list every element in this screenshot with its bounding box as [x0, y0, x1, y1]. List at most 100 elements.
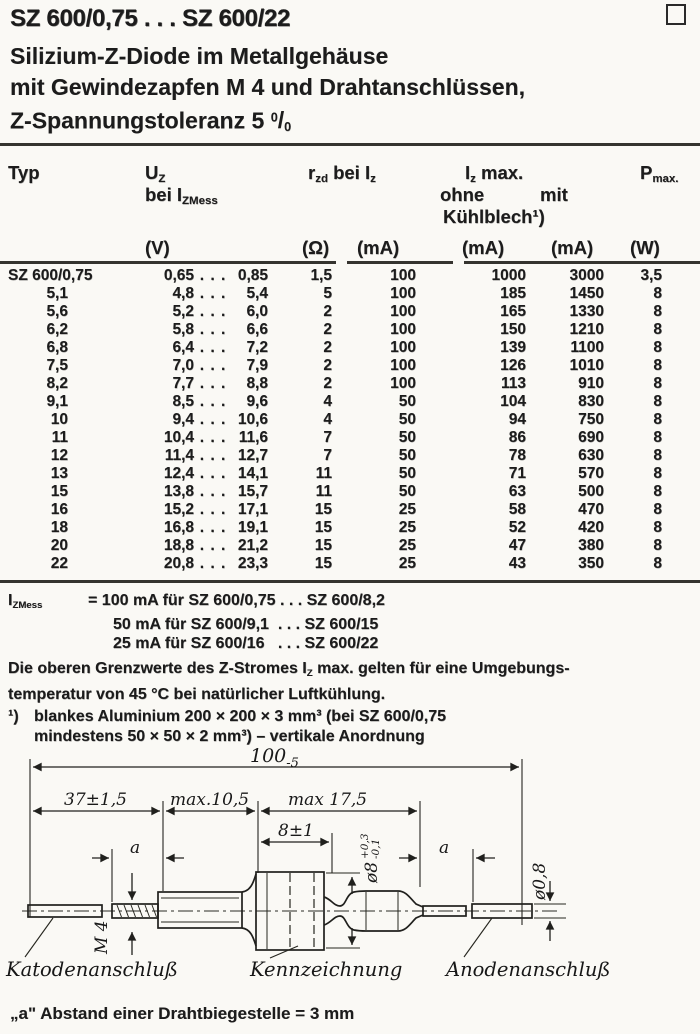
cell-range-dots: . . .: [199, 375, 227, 392]
col-header-ohne: ohne: [440, 184, 485, 205]
cell-typ: 18: [50, 519, 68, 536]
cell-pmax: 8: [653, 321, 662, 338]
cell-pmax: 8: [653, 375, 662, 392]
bend-distance-note: „a" Abstand einer Drahtbiegestelle = 3 m…: [10, 1004, 355, 1023]
cell-rzd: 2: [323, 303, 332, 320]
footnote-1-body: blankes Aluminium 200 × 200 × 3 mm³ (bei…: [34, 707, 447, 745]
dim-band-width: 8±1: [278, 821, 314, 841]
cell-rzd: 15: [314, 519, 332, 536]
cell-izmax-mit: 1330: [569, 303, 604, 320]
cell-izmax-ohne: 58: [508, 501, 526, 518]
cell-range-dots: . . .: [199, 483, 227, 500]
cell-iz: 25: [398, 537, 416, 554]
dim-a-left: a: [130, 838, 140, 858]
unit-ohm: (Ω): [302, 237, 330, 258]
cell-izmax-ohne: 52: [508, 519, 526, 536]
cell-uz-min: 9,4: [172, 411, 194, 428]
cell-range-dots: . . .: [199, 357, 227, 374]
cell-iz: 25: [398, 555, 416, 572]
cell-uz-min: 6,4: [172, 339, 194, 356]
table-header: Typ UZ bei IZMess rzd bei Iz Iz max. Pma…: [0, 150, 700, 260]
percent-denominator: 0: [284, 120, 292, 135]
cell-izmax-mit: 380: [578, 537, 604, 554]
cell-uz-min: 7,7: [172, 375, 194, 392]
cell-izmax-mit: 420: [578, 519, 604, 536]
cell-typ: 6,2: [46, 321, 68, 338]
cell-typ: 9,1: [46, 393, 68, 410]
cell-pmax: 8: [653, 303, 662, 320]
cell-rzd: 1,5: [310, 267, 332, 284]
cell-uz-min: 13,8: [163, 483, 194, 500]
cell-uz-max: 14,1: [237, 465, 268, 482]
cell-izmax-mit: 350: [578, 555, 604, 572]
izmess-value-1: 100 mA für SZ 600/0,75 . . . SZ 600/8,2: [101, 592, 385, 609]
table-row: 10 9,4 . . . 10,6 4 50 94 750 8: [8, 411, 692, 429]
cell-izmax-mit: 1450: [569, 285, 604, 302]
cell-range-dots: . . .: [199, 411, 227, 428]
cell-uz-max: 11,6: [238, 429, 268, 446]
cell-rzd: 15: [314, 537, 332, 554]
cell-izmax-ohne: 1000: [491, 267, 526, 284]
tolerance-text: Z-Spannungstoleranz 5: [10, 107, 265, 134]
cell-rzd: 2: [323, 357, 332, 374]
unit-ma-3: (mA): [551, 237, 594, 258]
col-header-uz: UZ: [145, 162, 166, 186]
table-row: 9,1 8,5 . . . 9,6 4 50 104 830 8: [8, 393, 692, 411]
cell-typ: 11: [51, 429, 68, 446]
cell-uz-min: 10,4: [163, 429, 194, 446]
cell-uz-min: 11,4: [164, 447, 194, 464]
table-row: 12 11,4 . . . 12,7 7 50 78 630 8: [8, 447, 692, 465]
page-title: SZ 600/0,75 . . . SZ 600/22: [10, 5, 291, 32]
cell-range-dots: . . .: [199, 393, 227, 410]
spec-table: SZ 600/0,75 0,65 . . . 0,85 1,5 100 1000…: [8, 267, 692, 573]
cell-rzd: 7: [323, 447, 332, 464]
footnotes: IZMess = 100 mA für SZ 600/0,75 . . . SZ …: [8, 591, 696, 747]
cell-range-dots: . . .: [199, 555, 227, 572]
cell-uz-min: 8,5: [172, 393, 194, 410]
masthead: SZ 600/0,75 . . . SZ 600/22 Silizium-Z-D…: [10, 4, 690, 143]
cell-izmax-ohne: 113: [500, 375, 526, 392]
dim-a-right: a: [439, 838, 449, 858]
cell-uz-max: 19,1: [237, 519, 268, 536]
cell-uz-max: 15,7: [237, 483, 268, 500]
anode-inner-wire: [422, 905, 467, 917]
table-row: 5,1 4,8 . . . 5,4 5 100 185 1450 8: [8, 285, 692, 303]
anode-label: Anodenanschluß: [444, 958, 610, 981]
dim-lead-length: 37±1,5: [64, 790, 127, 810]
table-row: SZ 600/0,75 0,65 . . . 0,85 1,5 100 1000…: [8, 267, 692, 285]
anode-lead-wire: [471, 903, 533, 919]
cell-pmax: 8: [653, 411, 662, 428]
col-header-izmax: Iz max.: [465, 162, 524, 186]
cell-range-dots: . . .: [199, 465, 227, 482]
flare-bottom: [241, 927, 257, 947]
cell-range-dots: . . .: [199, 339, 227, 356]
extension-lines: [29, 759, 566, 949]
cell-iz: 100: [390, 321, 416, 338]
footnote-marker: ¹): [8, 707, 19, 725]
cell-izmax-ohne: 43: [508, 555, 526, 572]
cell-izmax-mit: 3000: [569, 267, 604, 284]
dim-body-length: max 17,5: [288, 790, 367, 810]
cell-izmax-ohne: 126: [500, 357, 526, 374]
cell-uz-max: 23,3: [237, 555, 268, 572]
table-row: 7,5 7,0 . . . 7,9 2 100 126 1010 8: [8, 357, 692, 375]
table-row: 22 20,8 . . . 23,3 15 25 43 350 8: [8, 555, 692, 573]
cell-range-dots: . . .: [199, 303, 227, 320]
cell-pmax: 8: [653, 519, 662, 536]
cell-iz: 100: [390, 375, 416, 392]
cell-rzd: 11: [315, 483, 332, 500]
cell-iz: 100: [390, 303, 416, 320]
cell-uz-max: 9,6: [246, 393, 268, 410]
cell-range-dots: . . .: [199, 285, 227, 302]
cell-uz-max: 12,7: [237, 447, 268, 464]
hex-nut-section: [157, 891, 243, 929]
cell-izmax-mit: 570: [578, 465, 604, 482]
limit-note: Die oberen Grenzwerte des Z-Stromes IZ m…: [8, 659, 570, 703]
cell-typ: 7,5: [46, 357, 68, 374]
svg-text:+0,3: +0,3: [359, 833, 371, 859]
cell-rzd: 7: [323, 429, 332, 446]
cell-pmax: 8: [653, 465, 662, 482]
cell-range-dots: . . .: [199, 321, 227, 338]
cell-uz-max: 21,2: [237, 537, 268, 554]
cell-iz: 25: [398, 519, 416, 536]
